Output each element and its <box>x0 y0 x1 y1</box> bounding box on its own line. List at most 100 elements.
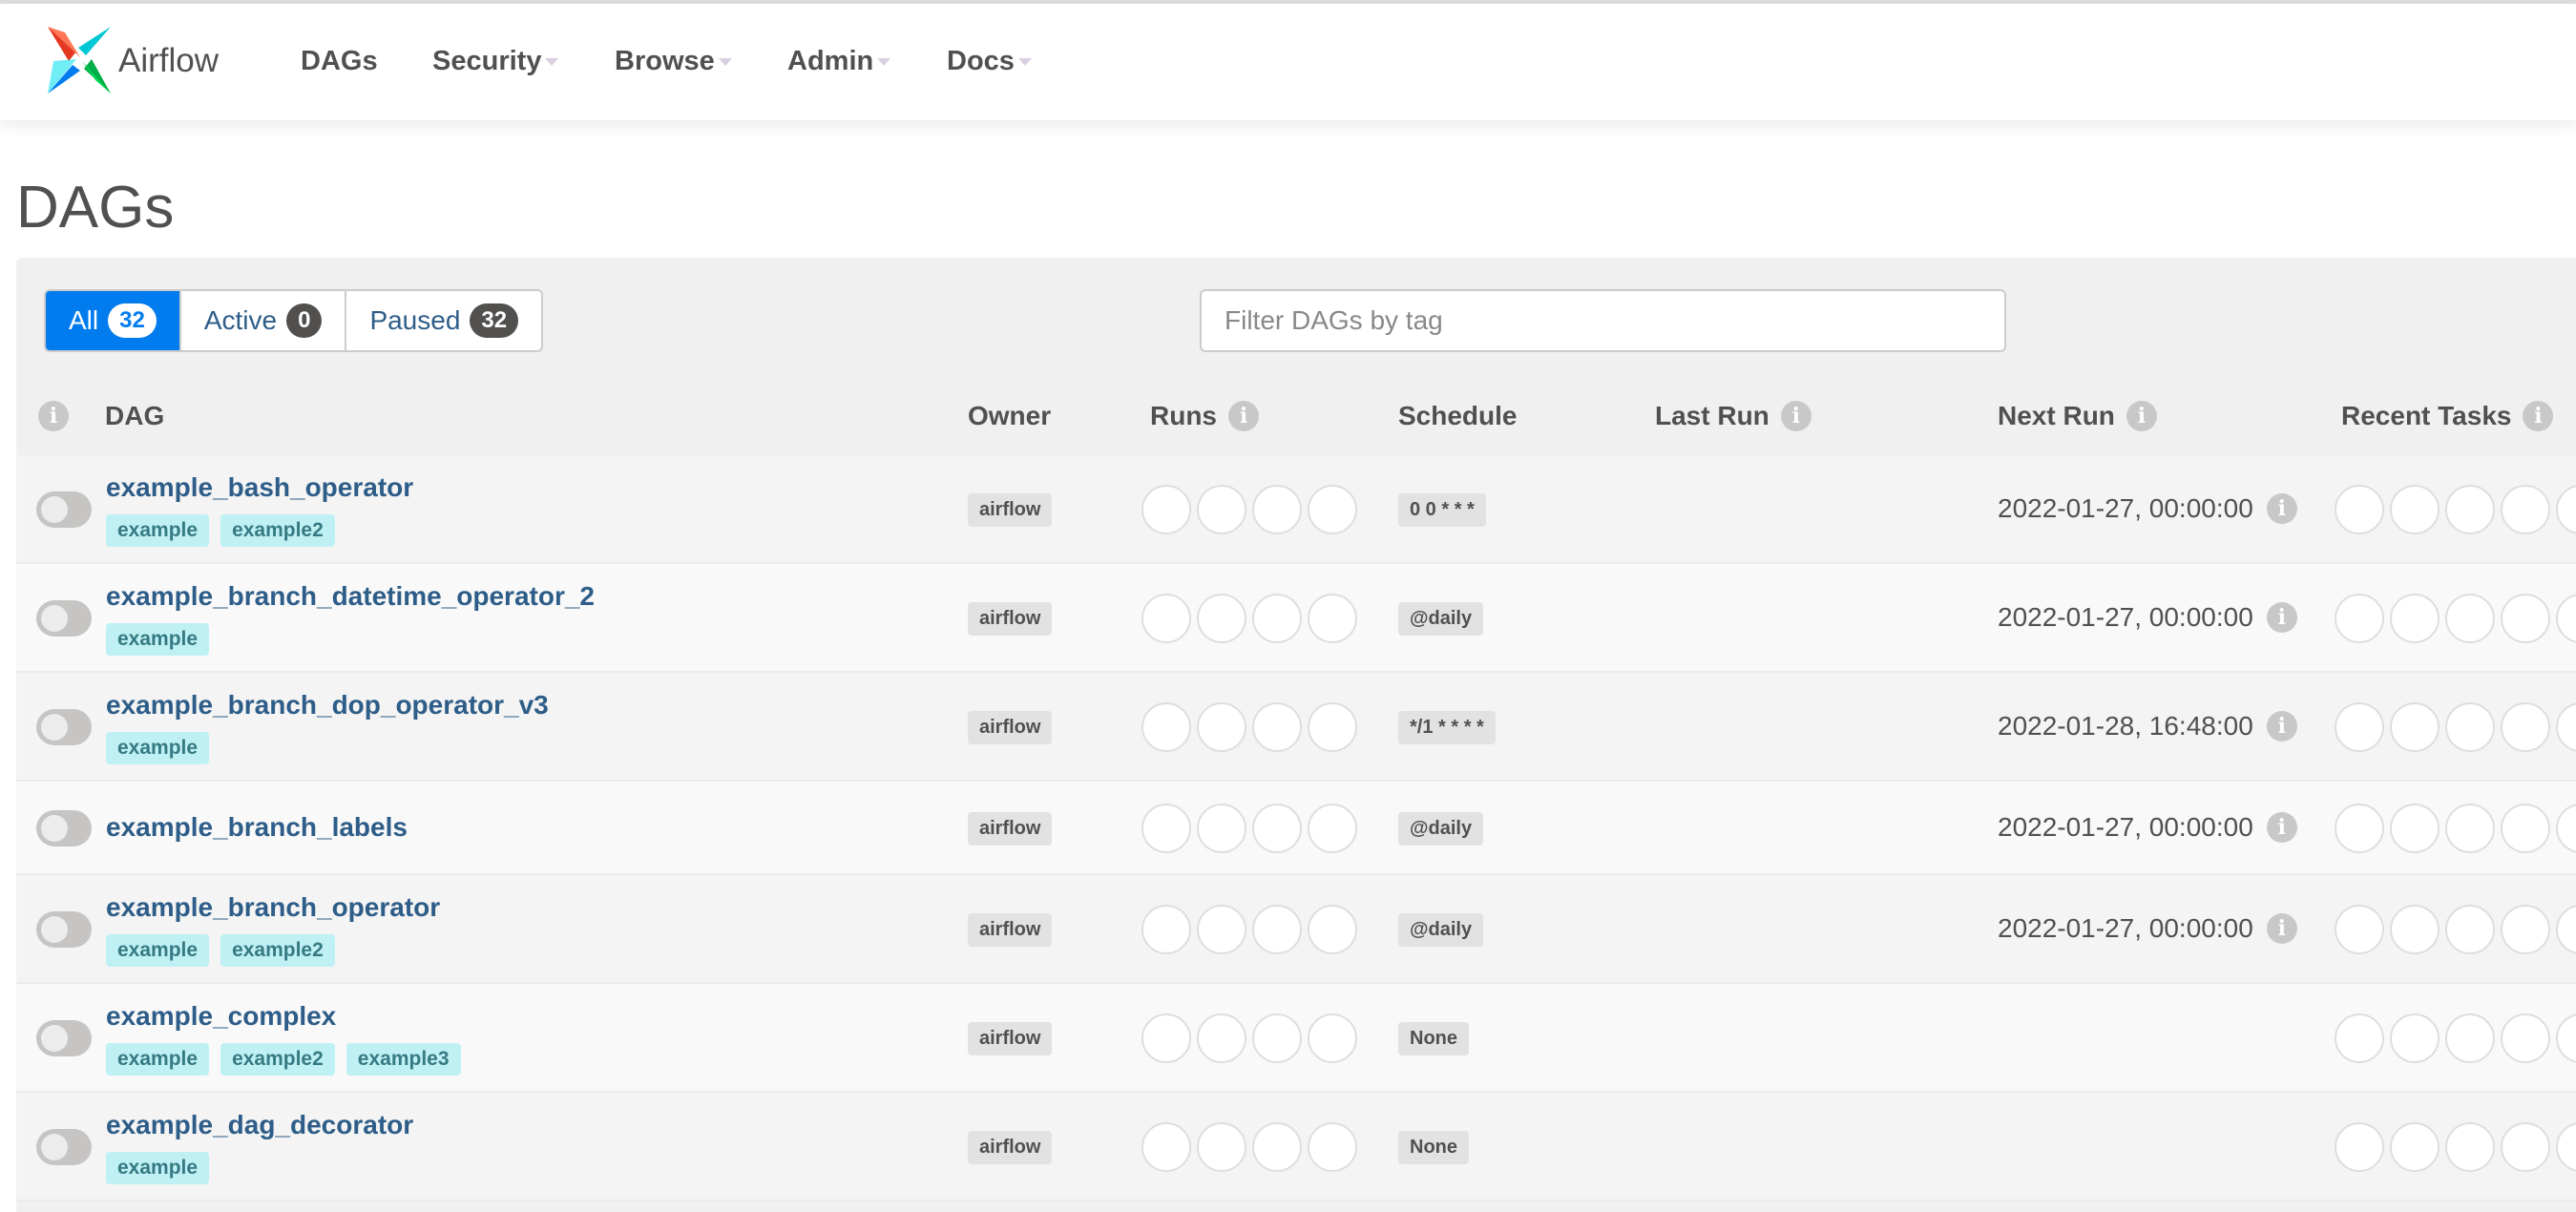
dag-name-link[interactable]: example_branch_labels <box>106 812 408 842</box>
run-state-circle[interactable] <box>1197 1122 1246 1172</box>
task-state-circle[interactable] <box>2445 594 2495 643</box>
run-state-circle[interactable] <box>1197 485 1246 534</box>
filter-paused-button[interactable]: Paused 32 <box>346 291 541 350</box>
run-state-circle[interactable] <box>1308 485 1357 534</box>
run-state-circle[interactable] <box>1308 1013 1357 1063</box>
run-state-circle[interactable] <box>1141 485 1191 534</box>
filter-all-button[interactable]: All 32 <box>46 291 181 350</box>
task-state-circle[interactable] <box>2445 1013 2495 1063</box>
pause-toggle[interactable] <box>36 911 92 948</box>
pause-toggle[interactable] <box>36 1129 92 1165</box>
tag-badge[interactable]: example2 <box>220 514 335 547</box>
info-icon[interactable]: i <box>2266 493 2297 524</box>
run-state-circle[interactable] <box>1141 702 1191 752</box>
task-state-circle[interactable] <box>2390 485 2440 534</box>
run-state-circle[interactable] <box>1252 485 1302 534</box>
run-state-circle[interactable] <box>1141 905 1191 954</box>
run-state-circle[interactable] <box>1308 594 1357 643</box>
nav-dags[interactable]: DAGs <box>301 46 378 77</box>
task-state-circle[interactable] <box>2556 1122 2576 1172</box>
dag-name-link[interactable]: example_branch_operator <box>106 892 441 922</box>
task-state-circle[interactable] <box>2501 702 2550 752</box>
col-last-run[interactable]: Last Run i <box>1655 401 1812 431</box>
task-state-circle[interactable] <box>2501 1122 2550 1172</box>
info-icon[interactable]: i <box>1228 401 1259 431</box>
dag-name-link[interactable]: example_dag_decorator <box>106 1110 414 1139</box>
task-state-circle[interactable] <box>2390 1122 2440 1172</box>
run-state-circle[interactable] <box>1197 804 1246 853</box>
run-state-circle[interactable] <box>1141 1122 1191 1172</box>
task-state-circle[interactable] <box>2501 485 2550 534</box>
pause-toggle[interactable] <box>36 491 92 528</box>
dag-name-link[interactable]: example_branch_datetime_operator_2 <box>106 581 595 611</box>
info-icon[interactable]: i <box>38 401 69 431</box>
run-state-circle[interactable] <box>1197 702 1246 752</box>
task-state-circle[interactable] <box>2445 905 2495 954</box>
task-state-circle[interactable] <box>2556 905 2576 954</box>
run-state-circle[interactable] <box>1141 804 1191 853</box>
tag-badge[interactable]: example <box>106 623 210 656</box>
tag-badge[interactable]: example3 <box>346 1043 461 1076</box>
airflow-logo[interactable] <box>44 23 116 95</box>
tag-badge[interactable]: example2 <box>220 934 335 967</box>
info-icon[interactable]: i <box>2266 602 2297 633</box>
task-state-circle[interactable] <box>2335 485 2384 534</box>
task-state-circle[interactable] <box>2445 485 2495 534</box>
task-state-circle[interactable] <box>2556 594 2576 643</box>
run-state-circle[interactable] <box>1252 905 1302 954</box>
run-state-circle[interactable] <box>1252 804 1302 853</box>
owner-badge[interactable]: airflow <box>968 812 1053 846</box>
task-state-circle[interactable] <box>2335 905 2384 954</box>
pause-toggle[interactable] <box>36 810 92 846</box>
nav-browse[interactable]: Browse <box>615 46 732 77</box>
dag-name-link[interactable]: example_complex <box>106 1001 337 1031</box>
tag-badge[interactable]: example <box>106 1152 210 1184</box>
tag-badge[interactable]: example <box>106 514 210 547</box>
task-state-circle[interactable] <box>2445 804 2495 853</box>
run-state-circle[interactable] <box>1197 905 1246 954</box>
info-icon[interactable]: i <box>2523 401 2554 431</box>
task-state-circle[interactable] <box>2335 702 2384 752</box>
run-state-circle[interactable] <box>1252 1013 1302 1063</box>
run-state-circle[interactable] <box>1252 594 1302 643</box>
owner-badge[interactable]: airflow <box>968 493 1053 527</box>
dag-name-link[interactable]: example_bash_operator <box>106 472 414 502</box>
tag-badge[interactable]: example <box>106 732 210 764</box>
owner-badge[interactable]: airflow <box>968 602 1053 636</box>
task-state-circle[interactable] <box>2390 804 2440 853</box>
brand-name[interactable]: Airflow <box>118 42 220 79</box>
run-state-circle[interactable] <box>1308 702 1357 752</box>
run-state-circle[interactable] <box>1197 1013 1246 1063</box>
run-state-circle[interactable] <box>1197 594 1246 643</box>
info-icon[interactable]: i <box>2266 913 2297 944</box>
run-state-circle[interactable] <box>1308 905 1357 954</box>
task-state-circle[interactable] <box>2445 1122 2495 1172</box>
tag-filter-input[interactable] <box>1200 289 2006 352</box>
task-state-circle[interactable] <box>2390 702 2440 752</box>
run-state-circle[interactable] <box>1252 1122 1302 1172</box>
col-next-run[interactable]: Next Run i <box>1998 401 2157 431</box>
task-state-circle[interactable] <box>2390 1013 2440 1063</box>
run-state-circle[interactable] <box>1252 702 1302 752</box>
task-state-circle[interactable] <box>2501 1013 2550 1063</box>
owner-badge[interactable]: airflow <box>968 1131 1053 1164</box>
filter-active-button[interactable]: Active 0 <box>181 291 347 350</box>
run-state-circle[interactable] <box>1308 1122 1357 1172</box>
pause-toggle[interactable] <box>36 709 92 745</box>
task-state-circle[interactable] <box>2501 804 2550 853</box>
tag-badge[interactable]: example <box>106 934 210 967</box>
task-state-circle[interactable] <box>2501 594 2550 643</box>
run-state-circle[interactable] <box>1141 1013 1191 1063</box>
nav-admin[interactable]: Admin <box>787 46 891 77</box>
info-icon[interactable]: i <box>2266 711 2297 742</box>
pause-toggle[interactable] <box>36 600 92 637</box>
task-state-circle[interactable] <box>2556 1013 2576 1063</box>
info-icon[interactable]: i <box>2126 401 2157 431</box>
task-state-circle[interactable] <box>2556 702 2576 752</box>
task-state-circle[interactable] <box>2556 485 2576 534</box>
pause-toggle[interactable] <box>36 1020 92 1056</box>
owner-badge[interactable]: airflow <box>968 711 1053 744</box>
info-icon[interactable]: i <box>2266 812 2297 843</box>
nav-docs[interactable]: Docs <box>947 46 1032 77</box>
task-state-circle[interactable] <box>2556 804 2576 853</box>
